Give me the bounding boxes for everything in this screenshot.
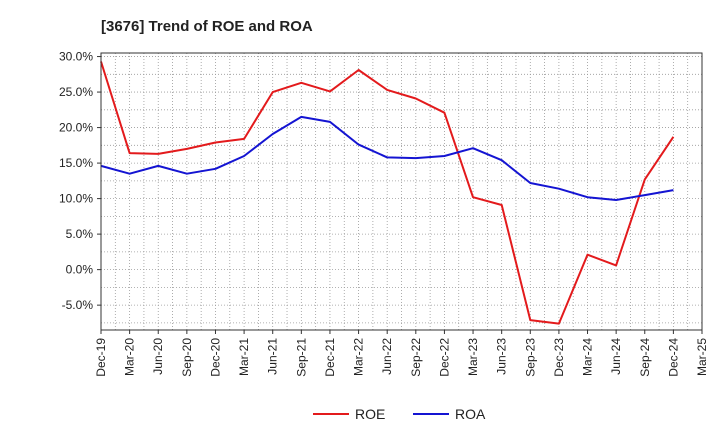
x-tick-label: Jun-24 [609,338,623,375]
series-line-roa [100,115,674,201]
legend-label-roe: ROE [355,406,385,422]
chart-title: [3676] Trend of ROE and ROA [101,18,313,35]
x-tick-label: Sep-21 [294,338,308,377]
x-tick-label: Sep-20 [180,338,194,377]
x-tick-label: Mar-24 [581,338,595,376]
y-axis-ticks: 30.0% 25.0% 20.0% 15.0% 10.0% 5.0% 0.0% -5.0% [59,50,101,312]
x-tick-label: Jun-20 [151,338,165,375]
x-axis-ticks: Dec-19 Mar-20 Jun-20 Sep-20 Dec-20 Mar-21 Jun-… [94,330,709,377]
grid-layer [101,53,702,330]
x-tick-label: Mar-22 [352,338,366,376]
y-tick-label: 20.0% [59,121,93,135]
x-tick-label: Jun-22 [380,338,394,375]
y-tick-label: 10.0% [59,192,93,206]
x-tick-label: Jun-23 [495,338,509,375]
x-tick-label: Dec-22 [437,338,451,377]
y-tick-label: 5.0% [66,227,94,241]
legend: ROE ROA [313,406,486,422]
x-tick-label: Dec-24 [666,338,680,377]
plot-frame [100,52,703,331]
x-tick-label: Dec-20 [208,338,222,377]
y-tick-label: 15.0% [59,156,93,170]
x-tick-label: Mar-23 [466,338,480,376]
y-tick-label: 0.0% [66,263,94,277]
y-tick-label: 30.0% [59,50,93,64]
x-tick-label: Dec-19 [94,338,108,377]
x-tick-label: Sep-24 [638,338,652,377]
x-tick-label: Sep-23 [523,338,537,377]
x-tick-label: Mar-20 [123,338,137,376]
y-tick-label: -5.0% [62,298,94,312]
x-tick-label: Mar-21 [237,338,251,376]
x-tick-label: Dec-23 [552,338,566,377]
series-line-roe [100,61,675,325]
series-layer [100,61,675,325]
y-tick-label: 25.0% [59,85,93,99]
x-tick-label: Dec-21 [323,338,337,377]
x-tick-label: Sep-22 [409,338,423,377]
x-tick-label: Mar-25 [695,338,709,376]
legend-label-roa: ROA [455,406,486,422]
x-tick-label: Jun-21 [266,338,280,375]
